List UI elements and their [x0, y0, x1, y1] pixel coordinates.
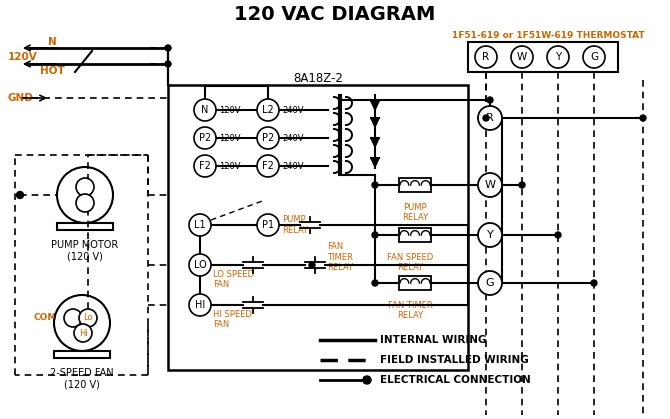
Text: W: W: [517, 52, 527, 62]
Text: 120V: 120V: [219, 161, 241, 171]
Circle shape: [76, 194, 94, 212]
Circle shape: [64, 309, 82, 327]
Circle shape: [165, 45, 171, 51]
Bar: [168, 85, 468, 370]
Text: 8A18Z-2: 8A18Z-2: [293, 72, 343, 85]
Circle shape: [475, 46, 497, 68]
Text: HI: HI: [195, 300, 205, 310]
Text: LO: LO: [194, 260, 206, 270]
Text: FAN SPEED
RELAY: FAN SPEED RELAY: [387, 253, 433, 272]
Text: PUMP
RELAY: PUMP RELAY: [402, 203, 428, 222]
Text: L2: L2: [262, 105, 274, 115]
Circle shape: [478, 223, 502, 247]
Text: W: W: [484, 180, 496, 190]
Text: 120V: 120V: [8, 52, 38, 62]
Circle shape: [372, 232, 378, 238]
Circle shape: [194, 155, 216, 177]
Text: G: G: [590, 52, 598, 62]
Text: F2: F2: [199, 161, 211, 171]
Bar: [399, 178, 431, 192]
Circle shape: [583, 46, 605, 68]
Text: FAN TIMER
RELAY: FAN TIMER RELAY: [388, 301, 432, 321]
Circle shape: [189, 254, 211, 276]
Text: LO SPEED
FAN: LO SPEED FAN: [213, 270, 254, 290]
Text: HI SPEED
FAN: HI SPEED FAN: [213, 310, 252, 329]
Text: R: R: [482, 52, 490, 62]
Text: F2: F2: [262, 161, 274, 171]
Text: G: G: [486, 278, 494, 288]
Circle shape: [519, 182, 525, 188]
Text: P2: P2: [262, 133, 274, 143]
Text: R: R: [486, 113, 494, 123]
Circle shape: [478, 173, 502, 197]
Bar: [399, 276, 431, 290]
Text: 120V: 120V: [219, 134, 241, 142]
Circle shape: [257, 99, 279, 121]
Circle shape: [591, 280, 597, 286]
Circle shape: [189, 214, 211, 236]
Circle shape: [79, 309, 97, 327]
Circle shape: [309, 262, 315, 268]
Text: ELECTRICAL CONNECTION: ELECTRICAL CONNECTION: [380, 375, 531, 385]
Circle shape: [257, 214, 279, 236]
Text: P1: P1: [262, 220, 274, 230]
Circle shape: [257, 127, 279, 149]
Text: PUMP MOTOR
(120 V): PUMP MOTOR (120 V): [52, 240, 119, 261]
Circle shape: [17, 191, 23, 199]
Text: L1: L1: [194, 220, 206, 230]
Polygon shape: [371, 118, 379, 127]
Bar: [399, 228, 431, 242]
Text: HOT: HOT: [40, 66, 64, 76]
Text: N: N: [201, 105, 208, 115]
Polygon shape: [371, 101, 379, 110]
Text: P2: P2: [199, 133, 211, 143]
Text: 240V: 240V: [282, 134, 304, 142]
Circle shape: [165, 61, 171, 67]
Text: FIELD INSTALLED WIRING: FIELD INSTALLED WIRING: [380, 355, 529, 365]
Text: PUMP
RELAY: PUMP RELAY: [282, 215, 308, 235]
Bar: [468, 42, 618, 72]
Circle shape: [74, 324, 92, 342]
Text: 2-SPEED FAN
(120 V): 2-SPEED FAN (120 V): [50, 368, 114, 390]
Circle shape: [372, 280, 378, 286]
Circle shape: [483, 115, 489, 121]
Text: 240V: 240V: [282, 161, 304, 171]
Polygon shape: [371, 158, 379, 167]
Circle shape: [194, 99, 216, 121]
Bar: [54, 351, 110, 358]
Polygon shape: [371, 138, 379, 147]
Text: Hi: Hi: [78, 328, 87, 337]
Text: 240V: 240V: [282, 106, 304, 114]
Circle shape: [372, 182, 378, 188]
Text: GND: GND: [8, 93, 34, 103]
Text: N: N: [48, 37, 56, 47]
Text: 120 VAC DIAGRAM: 120 VAC DIAGRAM: [234, 5, 436, 23]
Circle shape: [363, 376, 371, 384]
Text: COM: COM: [34, 313, 57, 323]
Text: Y: Y: [555, 52, 561, 62]
Circle shape: [640, 115, 646, 121]
Circle shape: [257, 155, 279, 177]
Text: Lo: Lo: [83, 313, 93, 323]
Text: 120V: 120V: [219, 106, 241, 114]
Text: INTERNAL WIRING: INTERNAL WIRING: [380, 335, 486, 345]
Circle shape: [478, 106, 502, 130]
Text: 1F51-619 or 1F51W-619 THERMOSTAT: 1F51-619 or 1F51W-619 THERMOSTAT: [452, 31, 645, 39]
Circle shape: [478, 271, 502, 295]
Text: Y: Y: [486, 230, 493, 240]
Circle shape: [189, 294, 211, 316]
Circle shape: [76, 178, 94, 196]
Text: FAN
TIMER
RELAY: FAN TIMER RELAY: [327, 242, 353, 272]
Bar: [57, 223, 113, 230]
Circle shape: [547, 46, 569, 68]
Circle shape: [511, 46, 533, 68]
Circle shape: [194, 127, 216, 149]
Circle shape: [487, 97, 493, 103]
Circle shape: [555, 232, 561, 238]
